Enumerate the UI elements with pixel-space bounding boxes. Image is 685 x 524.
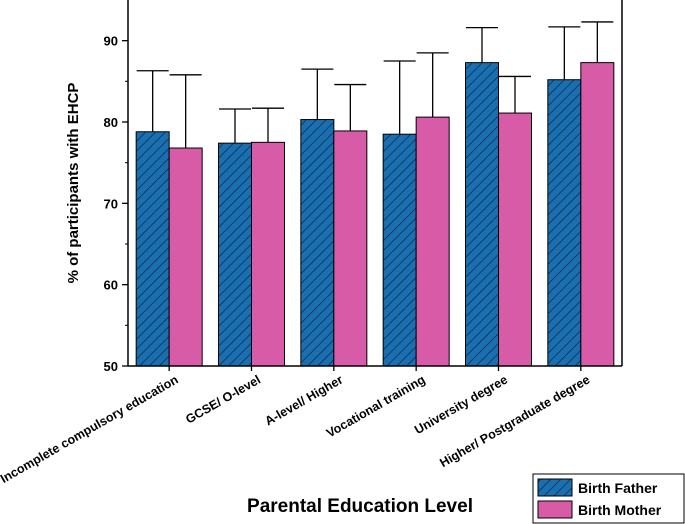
- bar-birth-mother-incomplete-compulsory-education: [168, 147, 203, 367]
- x-tick-label: GCSE/ O-level: [183, 372, 263, 426]
- legend-label-birth-mother: Birth Mother: [578, 502, 662, 518]
- legend-label-birth-father: Birth Father: [578, 480, 658, 496]
- bar-birth-father-vocational-training: [382, 133, 417, 367]
- bar-birth-mother-gcse-o-level: [251, 141, 285, 367]
- legend-swatch-birth-father: [537, 478, 573, 497]
- x-tick-label: Incomplete compulsory education: [0, 372, 181, 486]
- bar-birth-father-higher-postgraduate-degree: [547, 79, 582, 367]
- y-tick-label: 50: [104, 359, 118, 374]
- legend-swatch-birth-mother: [537, 500, 573, 519]
- bar-birth-mother-a-level-higher: [333, 130, 368, 367]
- y-tick-label: 90: [104, 34, 118, 49]
- bar-birth-mother-higher-postgraduate-degree: [580, 62, 615, 367]
- y-tick-label: 80: [104, 115, 118, 130]
- axes-layer: [122, 0, 623, 371]
- error-bars-layer: [136, 21, 614, 149]
- x-axis-label: Parental Education Level: [247, 496, 473, 517]
- bar-birth-mother-university-degree: [498, 112, 532, 367]
- bar-birth-father-gcse-o-level: [218, 142, 252, 367]
- bar-birth-mother-vocational-training: [415, 116, 450, 367]
- y-axis-label: % of participants with EHCP: [65, 83, 82, 284]
- x-tick-label: A-level/ Higher: [263, 372, 346, 428]
- y-tick-label: 70: [104, 196, 118, 211]
- bars-layer: [135, 62, 615, 367]
- x-tick-label: Higher/ Postgraduate degree: [437, 372, 592, 470]
- bar-birth-father-a-level-higher: [300, 119, 335, 367]
- bar-birth-father-university-degree: [465, 62, 499, 367]
- legend: Birth Father Birth Mother: [532, 473, 685, 524]
- y-tick-label: 60: [104, 278, 118, 293]
- bar-birth-father-incomplete-compulsory-education: [135, 131, 170, 367]
